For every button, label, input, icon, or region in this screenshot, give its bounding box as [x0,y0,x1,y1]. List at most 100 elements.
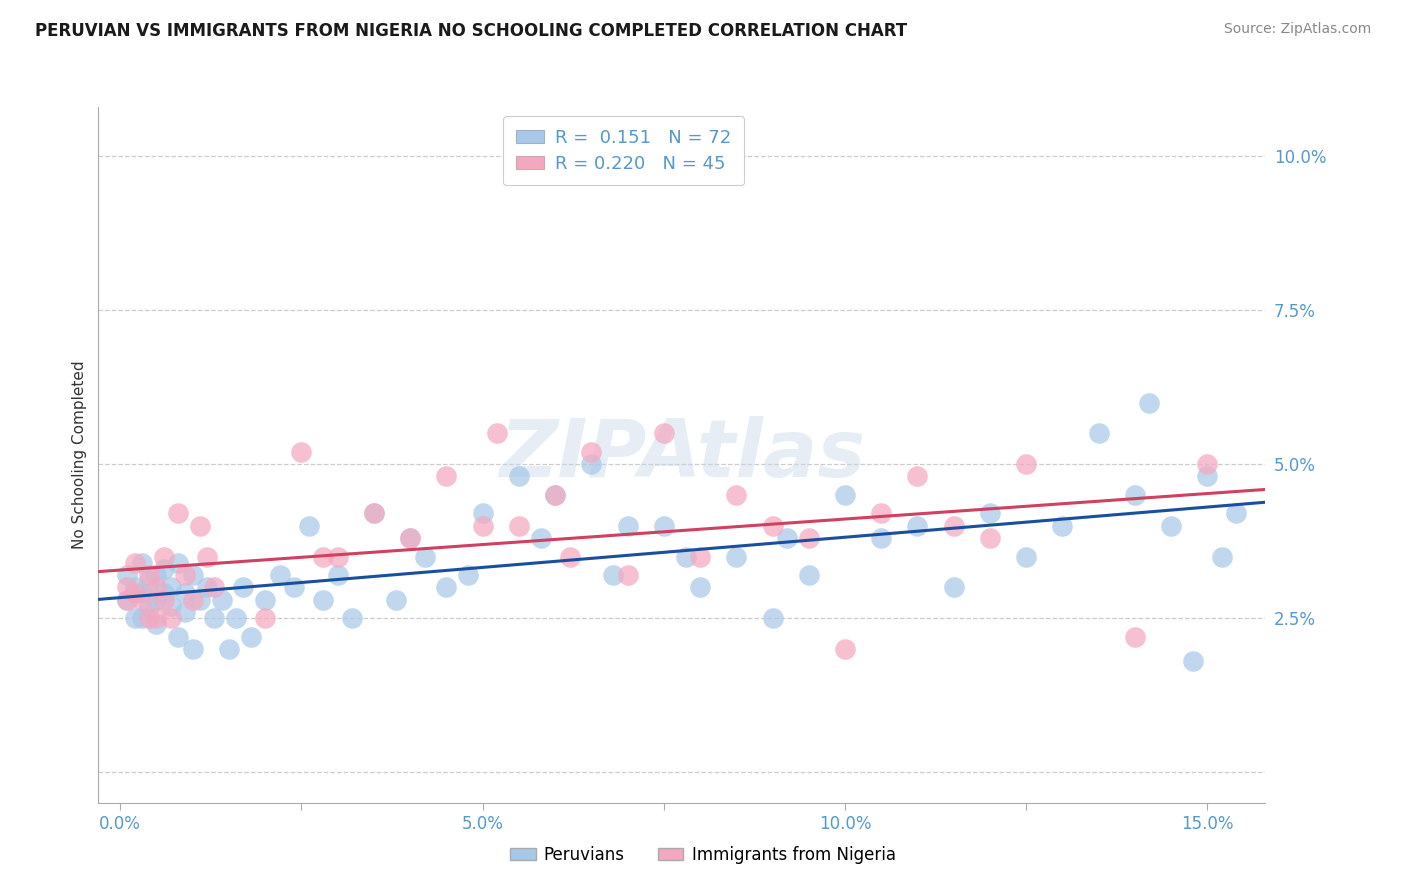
Point [254,611,277,625]
Point [776,531,799,545]
Point [202,580,225,594]
Point [174,568,197,582]
Point [581,457,603,471]
Point [581,445,603,459]
Point [232,580,254,594]
Legend: R =  0.151   N = 72, R = 0.220   N = 45: R = 0.151 N = 72, R = 0.220 N = 45 [503,116,744,186]
Point [124,580,146,594]
Point [616,518,638,533]
Point [1123,488,1146,502]
Point [174,605,197,619]
Point [340,611,363,625]
Point [290,445,312,459]
Point [529,531,551,545]
Point [138,599,160,613]
Point [652,518,675,533]
Point [942,518,965,533]
Point [283,580,305,594]
Point [471,518,494,533]
Point [907,469,929,483]
Point [131,592,153,607]
Point [117,568,139,582]
Point [797,568,820,582]
Point [457,568,479,582]
Point [239,630,262,644]
Point [1225,507,1247,521]
Point [124,556,146,570]
Point [1015,457,1038,471]
Point [138,611,160,625]
Point [152,562,174,576]
Y-axis label: No Schooling Completed: No Schooling Completed [72,360,87,549]
Point [434,469,457,483]
Point [652,426,675,441]
Point [384,592,406,607]
Point [363,507,385,521]
Point [138,568,160,582]
Point [797,531,820,545]
Point [1123,630,1146,644]
Point [907,518,929,533]
Point [202,611,225,625]
Point [195,549,218,564]
Point [269,568,291,582]
Point [312,549,335,564]
Point [124,586,146,600]
Point [1160,518,1182,533]
Point [434,580,457,594]
Point [544,488,567,502]
Point [508,518,530,533]
Point [363,507,385,521]
Point [508,469,530,483]
Point [1181,654,1204,668]
Point [145,592,167,607]
Text: PERUVIAN VS IMMIGRANTS FROM NIGERIA NO SCHOOLING COMPLETED CORRELATION CHART: PERUVIAN VS IMMIGRANTS FROM NIGERIA NO S… [35,22,907,40]
Point [1087,426,1109,441]
Point [160,580,183,594]
Text: ZIPAtlas: ZIPAtlas [499,416,865,494]
Point [326,568,349,582]
Point [834,488,856,502]
Legend: Peruvians, Immigrants from Nigeria: Peruvians, Immigrants from Nigeria [503,839,903,871]
Point [167,507,190,521]
Point [1211,549,1233,564]
Point [167,630,190,644]
Point [602,568,624,582]
Point [870,531,893,545]
Point [145,568,167,582]
Point [181,592,204,607]
Point [254,592,277,607]
Point [117,592,139,607]
Point [195,580,218,594]
Point [725,549,748,564]
Point [413,549,436,564]
Point [471,507,494,521]
Point [312,592,335,607]
Point [979,531,1001,545]
Point [1197,457,1219,471]
Point [152,549,174,564]
Point [1197,469,1219,483]
Point [761,611,783,625]
Point [174,586,197,600]
Point [1139,395,1161,409]
Point [211,592,233,607]
Text: Source: ZipAtlas.com: Source: ZipAtlas.com [1223,22,1371,37]
Point [131,611,153,625]
Point [725,488,748,502]
Point [225,611,247,625]
Point [399,531,422,545]
Point [188,592,211,607]
Point [152,592,174,607]
Point [160,611,183,625]
Point [218,641,240,656]
Point [117,580,139,594]
Point [181,568,204,582]
Point [117,592,139,607]
Point [145,611,167,625]
Point [145,580,167,594]
Point [399,531,422,545]
Point [616,568,638,582]
Point [188,518,211,533]
Point [675,549,697,564]
